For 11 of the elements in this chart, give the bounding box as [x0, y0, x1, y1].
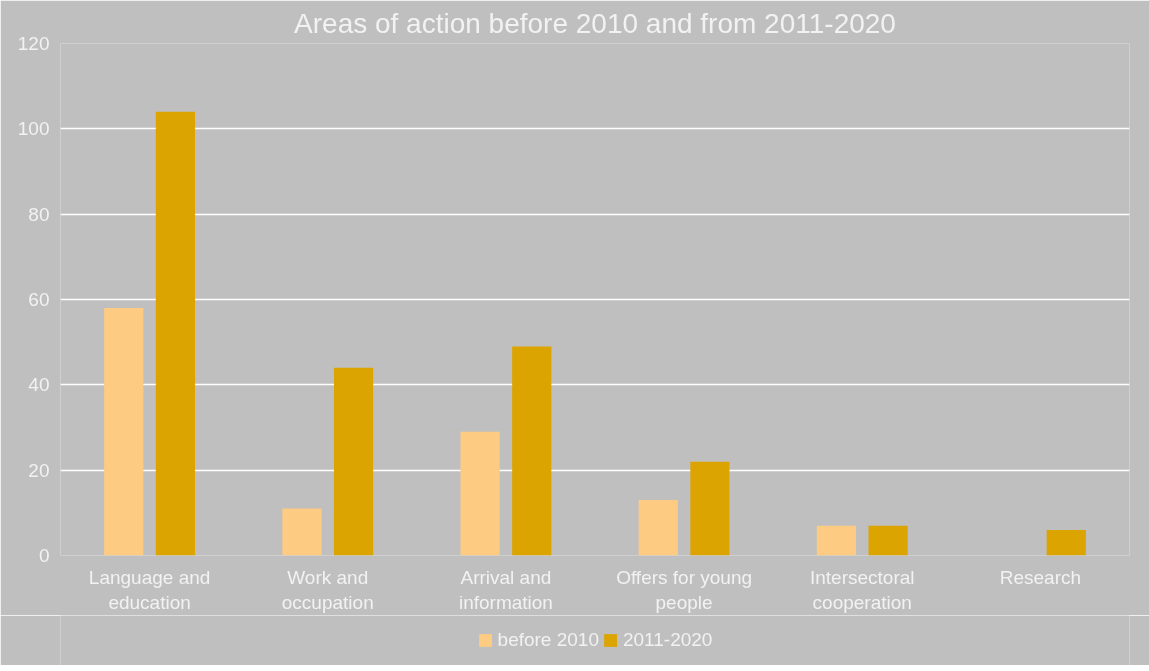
- bar: [638, 500, 678, 556]
- bar: [690, 461, 730, 556]
- bar: [282, 508, 322, 556]
- bar: [460, 431, 500, 556]
- bar: [816, 525, 857, 556]
- bar: [1046, 529, 1086, 556]
- bar: [104, 308, 144, 556]
- bar: [868, 525, 908, 556]
- bar: [512, 346, 552, 556]
- bar: [333, 367, 374, 556]
- bar: [155, 111, 196, 556]
